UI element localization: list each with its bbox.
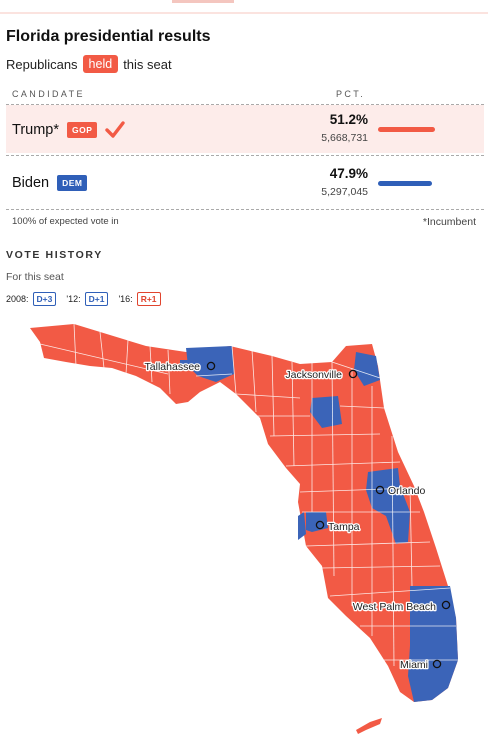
seat-status-party: Republicans <box>6 56 78 72</box>
vote-count: 5,668,731 <box>321 132 368 144</box>
city-label-tallahassee: Tallahassee <box>145 361 201 373</box>
history-year: 2008: <box>6 294 29 304</box>
county-pinellas <box>298 512 306 540</box>
vote-share-bar <box>378 181 432 186</box>
vote-history-heading: VOTE HISTORY <box>6 249 103 261</box>
vote-percent: 51.2% <box>329 112 368 127</box>
florida-state-shape <box>30 324 458 702</box>
county-alachua <box>310 396 342 428</box>
history-margin-chip: R+1 <box>136 292 161 306</box>
city-marker-orlando <box>375 485 385 495</box>
florida-county-map: Tallahassee Jacksonville Orlando Tampa W… <box>30 323 458 734</box>
party-badge-gop: GOP <box>67 122 98 138</box>
vote-count: 5,297,045 <box>321 186 368 198</box>
history-margin-chip: D+3 <box>32 292 57 306</box>
candidate-name: Trump* <box>12 122 59 138</box>
table-row: Biden DEM 47.9% 5,297,045 <box>6 159 484 207</box>
city-label-jacksonville: Jacksonville <box>285 369 342 381</box>
city-label-west-palm-beach: West Palm Beach <box>353 601 436 613</box>
page-title: Florida presidential results <box>6 28 211 45</box>
city-marker-tampa <box>315 520 325 530</box>
active-tab-indicator[interactable] <box>172 0 234 3</box>
county-leon <box>186 346 234 382</box>
vote-percent: 47.9% <box>329 166 368 181</box>
county-gadsden <box>180 360 192 370</box>
city-marker-west-palm-beach <box>441 600 451 610</box>
divider <box>6 155 484 156</box>
vote-share-bar <box>378 127 435 132</box>
city-marker-jacksonville <box>348 369 358 379</box>
table-row: Trump* GOP 51.2% 5,668,731 <box>6 105 484 153</box>
city-marker-tallahassee <box>206 361 216 371</box>
incumbent-note: *Incumbent <box>422 216 476 228</box>
candidate-cell: Biden DEM <box>12 175 88 191</box>
florida-keys <box>356 718 382 734</box>
divider <box>6 104 484 105</box>
pct-column-header: PCT. <box>336 89 366 99</box>
city-marker-miami <box>432 659 442 669</box>
history-year: '16: <box>118 294 133 304</box>
candidate-name: Biden <box>12 175 50 191</box>
vote-history-subheading: For this seat <box>6 271 64 283</box>
reporting-status: 100% of expected vote in <box>12 216 119 227</box>
vote-history-list: 2008: D+3 '12: D+1 '16: R+1 <box>6 292 167 306</box>
divider <box>6 209 484 210</box>
held-badge: held <box>82 55 119 73</box>
city-label-orlando: Orlando <box>388 485 426 497</box>
history-year: '12: <box>66 294 81 304</box>
city-label-miami: Miami <box>400 659 428 671</box>
county-duval <box>354 352 380 386</box>
candidate-column-header: CANDIDATE <box>12 89 85 99</box>
seat-status-suffix: this seat <box>123 56 172 72</box>
history-margin-chip: D+1 <box>84 292 109 306</box>
city-label-tampa: Tampa <box>328 521 360 533</box>
candidate-cell: Trump* GOP <box>12 121 126 139</box>
top-tab-strip <box>0 0 488 14</box>
county-boundaries <box>39 323 458 667</box>
party-badge-dem: DEM <box>57 175 88 191</box>
seat-status: Republicans held this seat <box>6 55 172 73</box>
winner-check-icon <box>105 121 126 138</box>
county-palm-beach-broward-dade <box>408 586 458 702</box>
